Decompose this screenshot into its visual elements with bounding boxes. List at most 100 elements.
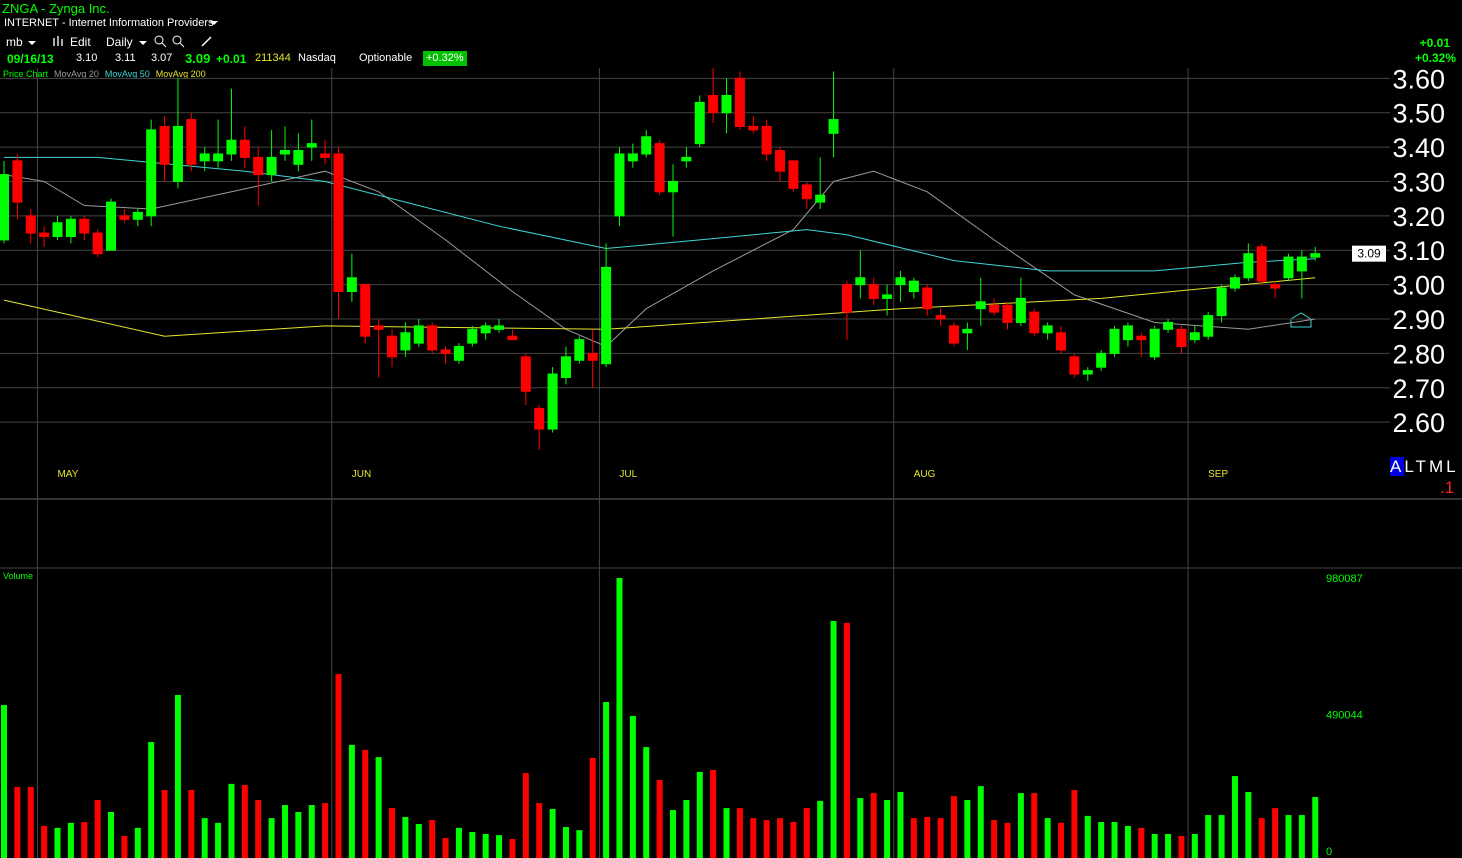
- zoom-out-icon: [179, 42, 185, 48]
- candle-body: [440, 349, 451, 354]
- volume-bar: [964, 800, 971, 858]
- candle-body: [146, 129, 157, 217]
- volume-bar: [148, 742, 155, 858]
- last-price-box: [1352, 245, 1386, 262]
- volume-bar: [94, 800, 101, 858]
- candle-body: [1296, 256, 1307, 272]
- candle-body: [922, 287, 933, 310]
- toolbar-button[interactable]: Daily: [106, 35, 133, 49]
- quote-open: 3.10: [76, 52, 98, 64]
- candle-body: [480, 325, 491, 334]
- candle-body: [989, 304, 1000, 313]
- volume-bar: [1004, 822, 1011, 858]
- candle-body: [1069, 356, 1080, 375]
- volume-bar: [870, 793, 877, 858]
- candle-body: [841, 284, 852, 313]
- tools[interactable]: ALTML: [1390, 457, 1459, 477]
- volume-bar: [362, 749, 369, 858]
- candle-body: [654, 143, 665, 193]
- candle-body: [1216, 287, 1227, 317]
- candle-body: [413, 325, 424, 344]
- candle-body: [186, 119, 197, 165]
- volume-bar: [937, 818, 944, 858]
- candle-body: [1310, 253, 1321, 258]
- candle-body: [306, 143, 317, 148]
- volume-bar: [656, 779, 663, 858]
- tool-letter: M: [1428, 457, 1447, 476]
- volume-bar: [1165, 834, 1172, 858]
- volume-bar: [549, 808, 556, 858]
- volume-bar: [241, 784, 248, 858]
- y-tick-label: 490044: [1326, 709, 1363, 721]
- volume-bar: [696, 771, 703, 858]
- candle-body: [1042, 325, 1053, 334]
- volume-bar: [1111, 822, 1118, 858]
- volume-bar: [228, 783, 235, 858]
- volume-bar: [402, 817, 409, 858]
- candle-body: [560, 356, 571, 378]
- legend: Price Chart MovAvg 20 MovAvg 50 MovAvg 200: [3, 69, 212, 79]
- candle-body: [641, 136, 652, 155]
- legend-entry: MovAvg 20: [54, 69, 99, 79]
- x-tick-label: MAY: [57, 469, 78, 480]
- volume-bar: [924, 817, 931, 858]
- dropdown-icon: [28, 41, 36, 45]
- volume-bar: [629, 715, 636, 858]
- candle-body: [614, 153, 625, 217]
- industry[interactable]: INTERNET - Internet Information Provider…: [4, 17, 214, 29]
- candle-body: [962, 328, 973, 334]
- legend-title: Price Chart: [3, 69, 49, 79]
- legend-entry: MovAvg 50: [104, 69, 150, 79]
- y-tick-label: 980087: [1326, 573, 1363, 585]
- volume-bar: [857, 798, 864, 858]
- moving-average-line: [3, 277, 1316, 337]
- y-tick-label: 2.60: [1392, 408, 1445, 438]
- zoom-in-icon[interactable]: [154, 35, 164, 45]
- volume-bar: [1017, 793, 1024, 858]
- x-tick-label: SEP: [1208, 469, 1228, 480]
- zoom-out-icon[interactable]: [172, 35, 182, 45]
- volume-bar: [897, 791, 904, 858]
- volume-bar: [415, 823, 422, 858]
- candle-body: [39, 232, 50, 237]
- volume-bar: [54, 827, 61, 858]
- chart-icon: [53, 38, 55, 46]
- volume-bar: [295, 812, 302, 858]
- candle-body: [935, 315, 946, 320]
- toolbar-button[interactable]: mb: [6, 35, 23, 49]
- candle-body: [333, 153, 344, 293]
- volume-bar: [736, 808, 743, 858]
- candle-body: [213, 153, 224, 162]
- candle-body: [293, 150, 304, 165]
- volume-bar: [308, 805, 315, 858]
- toolbar-button[interactable]: Edit: [70, 35, 91, 49]
- candle-body: [708, 95, 719, 114]
- dropdown-icon: [139, 41, 147, 45]
- volume-bar: [161, 789, 168, 858]
- volume-bar: [442, 837, 449, 858]
- volume-bar: [335, 674, 342, 858]
- candle-body: [1136, 335, 1147, 341]
- volume-bar: [188, 789, 195, 858]
- candle-body: [1122, 325, 1133, 341]
- volume-bar: [750, 818, 757, 858]
- tool-letter: L: [1404, 457, 1416, 476]
- chart-icon: [57, 36, 59, 46]
- candle-body: [815, 194, 826, 203]
- candle-body: [882, 294, 893, 299]
- volume-bar: [950, 796, 957, 858]
- volume-bar: [201, 818, 208, 858]
- candle-body: [1243, 253, 1254, 279]
- candle-body: [279, 150, 290, 155]
- draw-tool-icon[interactable]: [201, 36, 212, 47]
- volume-bar: [991, 820, 998, 858]
- candle-body: [855, 277, 866, 286]
- candle-body: [159, 125, 170, 165]
- volume-bar: [322, 803, 329, 858]
- quote-date: 09/16/13: [7, 52, 54, 66]
- dropdown-icon: [210, 21, 218, 25]
- volume-bar: [790, 822, 797, 858]
- volume-bar: [1058, 822, 1065, 858]
- candle-body: [266, 156, 277, 176]
